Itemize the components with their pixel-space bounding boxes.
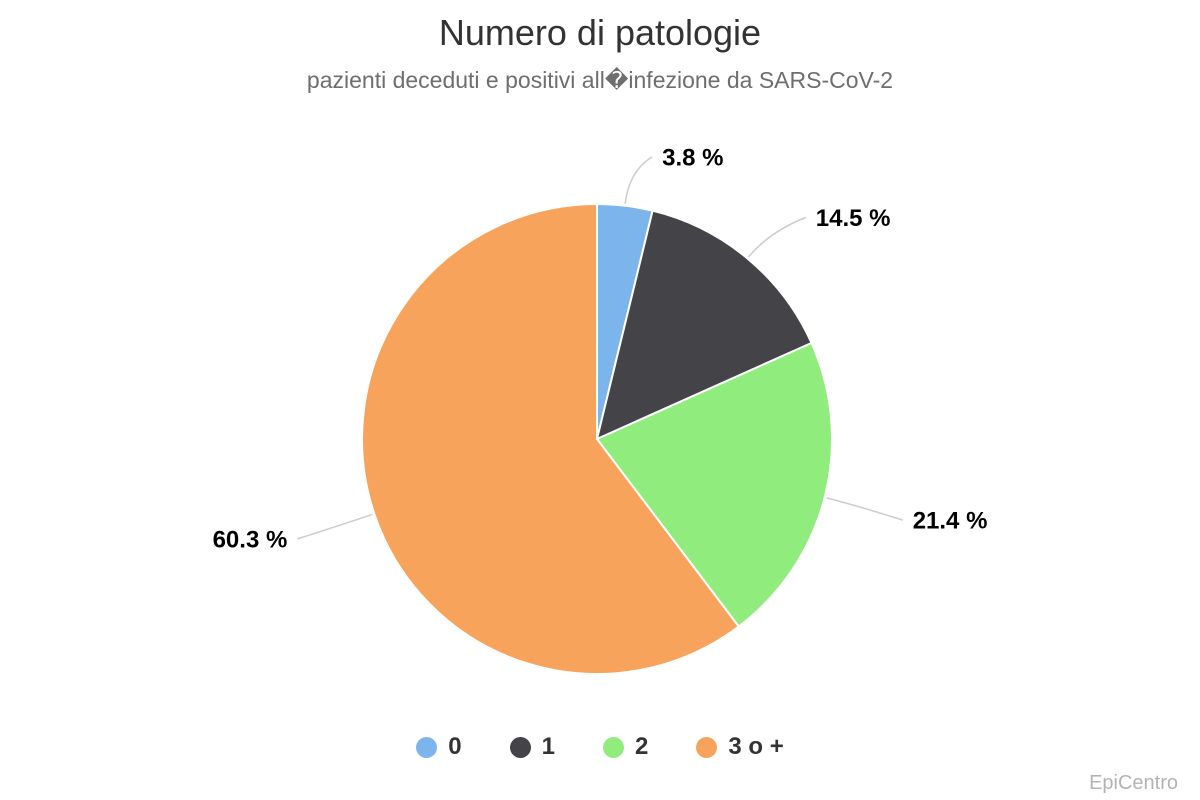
pie-slice-3-o-+[interactable] <box>361 203 740 675</box>
legend-swatch-3 <box>696 736 718 758</box>
legend-label-3: 3 o + <box>728 733 784 760</box>
legend-swatch-2 <box>603 736 624 758</box>
label-connector <box>624 156 653 204</box>
legend-item-1[interactable]: 1 <box>509 733 555 761</box>
legend: 0 1 2 3 o + <box>0 733 1200 761</box>
label-connector <box>826 497 903 521</box>
legend-item-0[interactable]: 0 <box>416 733 462 761</box>
label-connector <box>297 513 373 540</box>
legend-item-3[interactable]: 3 o + <box>696 733 784 761</box>
legend-label-1: 1 <box>541 733 555 760</box>
chart-subtitle: pazienti deceduti e positivi all�infezio… <box>306 67 894 93</box>
data-label: 14.5 % <box>816 205 891 232</box>
label-connector <box>748 216 807 258</box>
chart-title: Numero di patologie <box>438 12 762 53</box>
data-label: 60.3 % <box>213 526 288 553</box>
data-label: 21.4 % <box>913 508 988 535</box>
data-label: 3.8 % <box>662 144 723 171</box>
legend-label-2: 2 <box>635 733 649 760</box>
legend-label-0: 0 <box>448 733 462 760</box>
pie-slice-2[interactable] <box>596 342 834 628</box>
legend-item-2[interactable]: 2 <box>603 733 648 761</box>
watermark-epicentro: EpiCentro <box>1089 772 1178 794</box>
legend-swatch-1 <box>509 736 531 758</box>
pie-slice-1[interactable] <box>596 209 813 440</box>
legend-swatch-0 <box>416 736 438 758</box>
